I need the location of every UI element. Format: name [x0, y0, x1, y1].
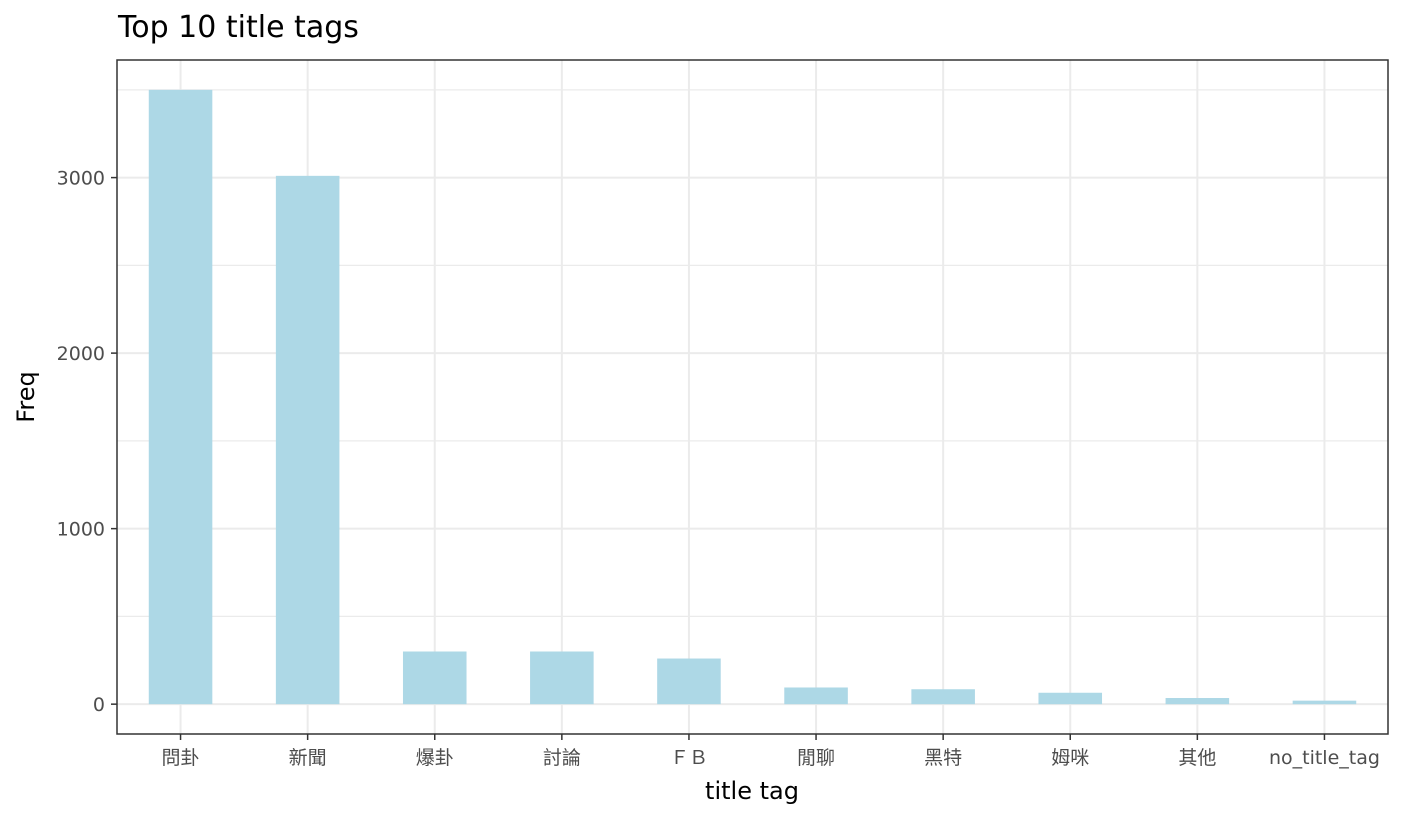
x-tick-label: 黑特 [924, 747, 962, 769]
y-axis-label: Freq [12, 371, 40, 422]
x-tick-label: 姆咪 [1051, 747, 1089, 769]
x-tick-label: 爆卦 [416, 747, 454, 769]
x-tick-label: 問卦 [162, 747, 200, 769]
x-tick-label: 討論 [543, 747, 581, 769]
y-tick-label: 2000 [57, 343, 105, 365]
y-axis: 0 1000 2000 3000 [57, 168, 117, 716]
bar [911, 689, 975, 705]
x-tick-label: 閒聊 [797, 747, 835, 769]
bar [1292, 700, 1357, 705]
x-tick-label: ＦＢ [670, 747, 708, 769]
y-tick-label: 1000 [57, 519, 105, 541]
x-tick-label: 其他 [1178, 747, 1216, 769]
bar [275, 175, 340, 705]
bar [784, 687, 848, 705]
chart-title: Top 10 title tags [118, 10, 359, 45]
bar [1165, 698, 1230, 705]
bar [657, 658, 721, 705]
x-tick-label: 新聞 [289, 747, 327, 769]
x-axis: 問卦 新聞 爆卦 討論 ＦＢ 閒聊 黑特 姆咪 其他 no_title_tag [162, 734, 1380, 769]
plot-border [116, 59, 1389, 735]
x-axis-label: title tag [705, 777, 799, 805]
bar [402, 651, 467, 705]
y-tick-label: 0 [93, 694, 105, 716]
bar [530, 651, 594, 705]
bars [148, 89, 1357, 705]
bar [1038, 692, 1103, 705]
y-tick-label: 3000 [57, 168, 105, 190]
bar [148, 89, 213, 705]
x-tick-label: no_title_tag [1269, 747, 1380, 769]
